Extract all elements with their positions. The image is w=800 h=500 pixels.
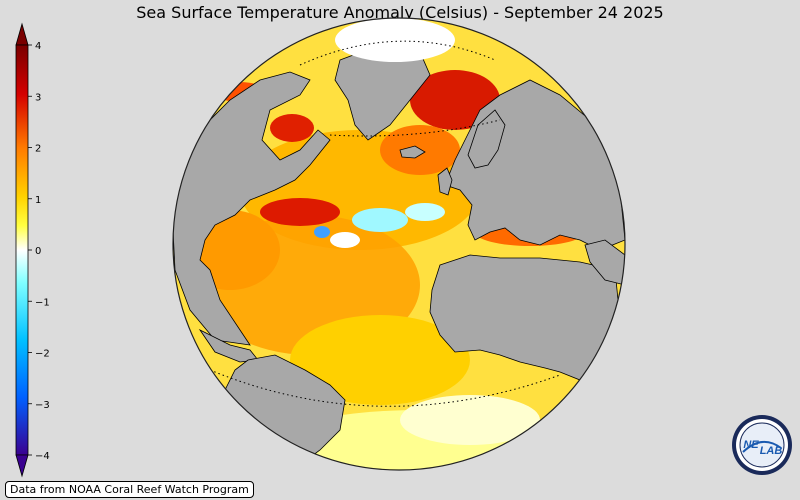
colorbar: 4 3 2 1 0 −1 −2 −3 −4 — [15, 22, 50, 478]
logo-text-right: LAB — [760, 445, 783, 457]
ocean-hot-gulf-stream — [260, 198, 340, 226]
land-north-america — [173, 71, 331, 346]
colorbar-tick-label: −1 — [35, 297, 50, 308]
logo-text-left: NE — [743, 439, 759, 451]
colorbar-tick-label: −3 — [35, 400, 50, 411]
map-title: Sea Surface Temperature Anomaly (Celsius… — [136, 3, 664, 22]
colorbar-tick-label: 2 — [35, 144, 41, 155]
land-british-isles — [437, 167, 453, 196]
ocean-neutral-south — [400, 395, 540, 445]
colorbar-ticks: 4 3 2 1 0 −1 −2 −3 −4 — [28, 41, 50, 462]
land-africa — [429, 254, 621, 381]
colorbar-tick-label: 0 — [35, 246, 41, 257]
colorbar-tick-label: 1 — [35, 195, 41, 206]
colorbar-tick-label: 3 — [35, 92, 41, 103]
ocean-warm-south-atlantic — [290, 315, 470, 405]
colorbar-tick-label: 4 — [35, 41, 41, 52]
ocean-cool-patch-1 — [352, 208, 408, 232]
data-credit: Data from NOAA Coral Reef Watch Program — [5, 481, 254, 498]
land-arabia — [584, 239, 625, 286]
globe-outline — [172, 17, 626, 471]
land-scandinavia — [467, 109, 506, 169]
colorbar-tick-label: −4 — [35, 451, 50, 462]
ocean-cool-patch-4 — [330, 232, 360, 248]
ocean-hot-hudson — [270, 114, 314, 142]
colorbar-tick-label: −2 — [35, 349, 50, 360]
ocean-cool-patch-3 — [314, 226, 330, 238]
ocean-cool-patch-2 — [405, 203, 445, 221]
arctic-circle-line — [299, 40, 496, 66]
land-iceland — [399, 145, 426, 159]
arctic-ice — [335, 18, 455, 62]
nesdis-lab-logo-icon[interactable]: NE LAB — [731, 414, 793, 476]
colorbar-bottom-arrow — [15, 454, 29, 478]
